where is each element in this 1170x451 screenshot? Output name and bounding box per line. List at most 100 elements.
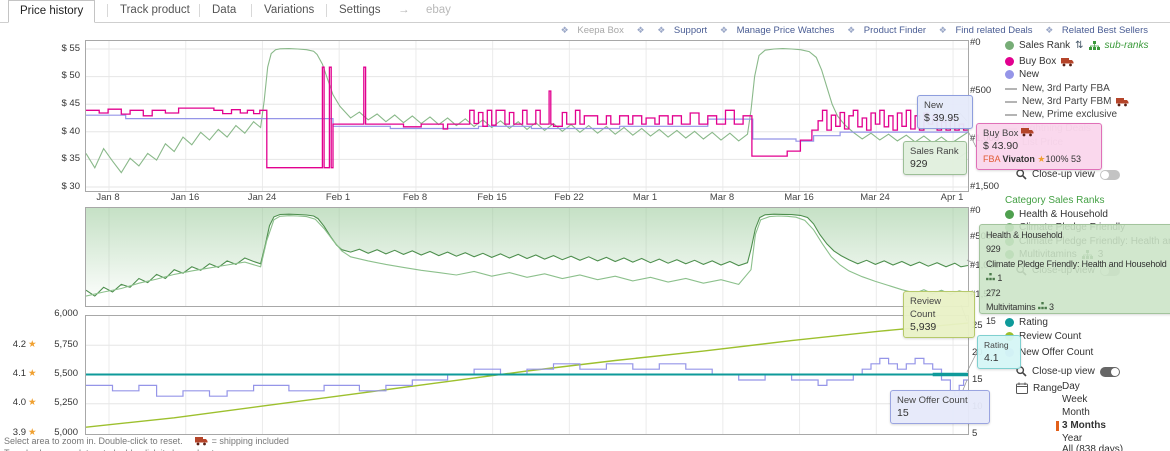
close-up-toggle[interactable] (1099, 366, 1120, 377)
header-links: ❖ Keepa Box ❖ ❖ Support ❖ Manage Price W… (551, 25, 1148, 36)
tooltip-new-offer-count: New Offer Count 15 (890, 390, 990, 424)
axis-price-tick: $ 35 (61, 153, 81, 164)
link-support[interactable]: Support (673, 25, 708, 36)
star-icon: ★ (28, 427, 37, 438)
legend-new-fba[interactable]: New, 3rd Party FBA (1005, 83, 1110, 94)
axis-review-tick: 6,000 (54, 308, 78, 319)
axis-date-tick: Jan 8 (96, 192, 120, 203)
range-option-month[interactable]: Month (1062, 407, 1090, 418)
axis-category-tick: #0 (970, 205, 981, 216)
tab-price-history[interactable]: Price history (8, 0, 96, 23)
axis-rank-tick: #0 (970, 37, 981, 48)
star-icon: ★ (28, 397, 37, 408)
link-keepa-box[interactable]: Keepa Box (577, 25, 624, 36)
rating-review-offer-plot (86, 316, 968, 434)
buy-box-dot-icon (1005, 57, 1014, 66)
diamond-icon: ❖ (847, 25, 856, 35)
tooltip-review-count: Review Count 5,939 (903, 291, 975, 338)
range-option-year[interactable]: Year (1062, 433, 1083, 444)
axis-date-tick: Feb 1 (325, 192, 351, 203)
tab-settings[interactable]: Settings (339, 4, 381, 16)
tooltip-buy-box: Buy Box $ 43.90 FBA Vivaton ★100% 53 (976, 123, 1102, 170)
range-option-week[interactable]: Week (1062, 394, 1088, 405)
axis-rating-tick: 3.9 (12, 427, 26, 438)
footer-hint: Select area to zoom in. Double-click to … (4, 436, 289, 446)
range-option-all[interactable]: All (838 days) (1062, 444, 1124, 451)
close-up-view-toggle-price[interactable]: Close-up view (1016, 169, 1120, 180)
legend-health-household[interactable]: Health & Household (1005, 209, 1108, 220)
axis-review-tick: 5,500 (54, 368, 78, 379)
diamond-icon: ❖ (938, 25, 947, 35)
fba-line-icon (1005, 87, 1017, 90)
arrow-icon: → (398, 4, 410, 16)
health-dot-icon (1005, 210, 1014, 219)
axis-rank-tick: #1,500 (970, 181, 1000, 192)
diamond-icon: ❖ (560, 25, 569, 35)
tab-variations[interactable]: Variations (264, 4, 315, 16)
legend-sales-rank[interactable]: Sales Rank ⇅ sub-ranks (1005, 40, 1148, 51)
prime-line-icon (1005, 113, 1017, 116)
diamond-icon: ❖ (719, 25, 728, 35)
axis-date-tick: Feb 22 (554, 192, 584, 203)
tooltip-rating: Rating 4.1 (977, 335, 1021, 369)
price-history-plot (86, 41, 968, 191)
sort-icon[interactable]: ⇅ (1075, 40, 1084, 51)
tooltip-new-price: New $ 39.95 (917, 95, 973, 129)
range-option-day[interactable]: Day (1062, 381, 1080, 392)
rating-dot-icon (1005, 318, 1014, 327)
fba-badge: FBA (983, 154, 1001, 164)
range-option-3-months[interactable]: 3 Months (1062, 420, 1106, 431)
legend-new-fbm[interactable]: New, 3rd Party FBM (1005, 96, 1129, 107)
axis-date-tick: Feb 15 (477, 192, 507, 203)
diamond-icon: ❖ (636, 25, 645, 35)
rating-review-offer-chart[interactable] (85, 315, 969, 435)
link-manage-price-watches[interactable]: Manage Price Watches (736, 25, 835, 36)
price-history-chart[interactable] (85, 40, 969, 192)
star-icon: ★ (28, 339, 37, 350)
axis-price-tick: $ 55 (61, 43, 81, 54)
legend-rating[interactable]: Rating (1005, 317, 1048, 328)
axis-date-tick: Mar 1 (632, 192, 658, 203)
tab-ebay[interactable]: ebay (426, 4, 451, 16)
category-legend-title: Category Sales Ranks (1005, 195, 1105, 206)
axis-price-tick: $ 50 (61, 70, 81, 81)
tab-data[interactable]: Data (212, 4, 237, 16)
range-selected-marker (1056, 421, 1059, 431)
link-product-finder[interactable]: Product Finder (863, 25, 927, 36)
close-up-toggle[interactable] (1099, 169, 1120, 180)
star-icon: ★ (1037, 154, 1046, 164)
truck-icon (194, 437, 208, 446)
sub-ranks-link[interactable]: sub-ranks (1104, 40, 1149, 51)
axis-date-tick: Feb 8 (402, 192, 428, 203)
axis-date-tick: Jan 24 (247, 192, 277, 203)
diamond-icon: ❖ (657, 25, 666, 35)
legend-buy-box[interactable]: Buy Box (1005, 56, 1074, 67)
category-ranks-chart[interactable] (85, 207, 969, 307)
truck-icon (1061, 57, 1074, 66)
axis-date-tick: Mar 16 (784, 192, 814, 203)
legend-new-prime[interactable]: New, Prime exclusive (1005, 109, 1117, 120)
star-icon: ★ (28, 368, 37, 379)
axis-review-tick: 5,250 (54, 397, 78, 408)
axis-price-tick: $ 30 (61, 181, 81, 192)
legend-new[interactable]: New (1005, 69, 1039, 80)
calendar-icon (1016, 382, 1028, 394)
axis-date-tick: Apr 1 (940, 192, 964, 203)
footer-hint-2: To only show one dataset, double-click i… (4, 448, 223, 451)
tree-icon (1037, 302, 1047, 310)
category-ranks-plot (86, 208, 968, 306)
fbm-line-icon (1005, 100, 1017, 103)
truck-icon (1116, 97, 1129, 106)
axis-offer-tick: 15 (972, 374, 983, 385)
axis-rating-tick: 4.0 (12, 397, 26, 408)
axis-offer-tick: 25 (972, 320, 983, 331)
close-up-view-toggle-bottom[interactable]: Close-up view (1016, 366, 1120, 377)
axis-rating-tick: 4.2 (12, 339, 26, 350)
link-find-related-deals[interactable]: Find related Deals (955, 25, 1033, 36)
truck-icon (1021, 128, 1034, 137)
link-related-best-sellers[interactable]: Related Best Sellers (1061, 25, 1148, 36)
range-selector-label: Range (1016, 382, 1062, 394)
tab-track-product[interactable]: Track product (120, 4, 190, 16)
axis-date-tick: Jan 16 (170, 192, 200, 203)
